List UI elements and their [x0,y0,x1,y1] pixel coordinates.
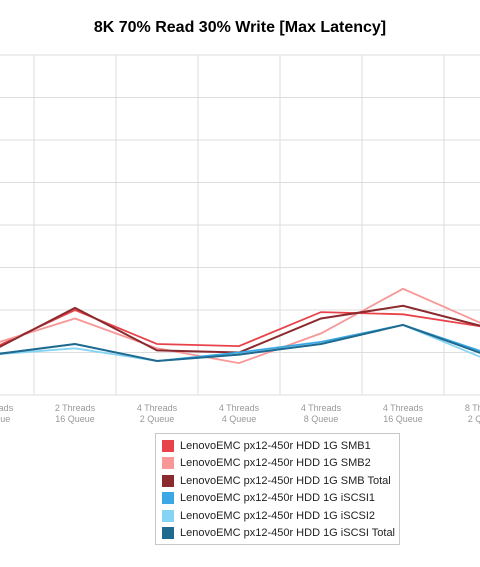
series-line-2 [0,287,480,365]
series-line-6 [0,323,480,363]
series-line-3 [0,304,480,354]
legend-label: LenovoEMC px12-450r HDD 1G SMB1 [180,439,371,452]
legend-swatch [162,474,174,487]
x-tick-label: 2 Threads 16 Queue [55,403,96,424]
x-tick-label: 4 Threads 8 Queue [301,403,342,424]
series-layer [0,287,480,365]
grid-layer [0,54,480,396]
legend-item-4[interactable]: LenovoEMC px12-450r HDD 1G iSCSI1 [162,490,399,508]
legend-label: LenovoEMC px12-450r HDD 1G iSCSI Total [180,527,396,540]
series-line-1 [0,309,480,348]
legend-label: LenovoEMC px12-450r HDD 1G iSCSI1 [180,492,376,505]
x-tick-label: 4 Threads 4 Queue [219,403,260,424]
legend-label: LenovoEMC px12-450r HDD 1G SMB2 [180,457,371,470]
legend-swatch [162,509,174,522]
chart-legend: LenovoEMC px12-450r HDD 1G SMB1 LenovoEMC… [155,433,400,545]
legend-label: LenovoEMC px12-450r HDD 1G SMB Total [180,474,391,487]
x-tick-label: 4 Threads 2 Queue [137,403,178,424]
legend-label: LenovoEMC px12-450r HDD 1G iSCSI2 [180,509,376,522]
legend-item-3[interactable]: LenovoEMC px12-450r HDD 1G SMB Total [162,472,399,490]
legend-item-2[interactable]: LenovoEMC px12-450r HDD 1G SMB2 [162,455,399,473]
chart-title: 8K 70% Read 30% Write [Max Latency] [93,19,387,36]
legend-swatch [162,527,174,540]
legend-item-1[interactable]: LenovoEMC px12-450r HDD 1G SMB1 [162,437,399,455]
legend-swatch [162,439,174,452]
legend-swatch [162,492,174,505]
legend-item-6[interactable]: LenovoEMC px12-450r HDD 1G iSCSI Total [162,525,399,543]
x-tick-label: 4 Threads 16 Queue [383,403,424,424]
legend-item-5[interactable]: LenovoEMC px12-450r HDD 1G iSCSI2 [162,507,399,525]
legend-swatch [162,457,174,470]
